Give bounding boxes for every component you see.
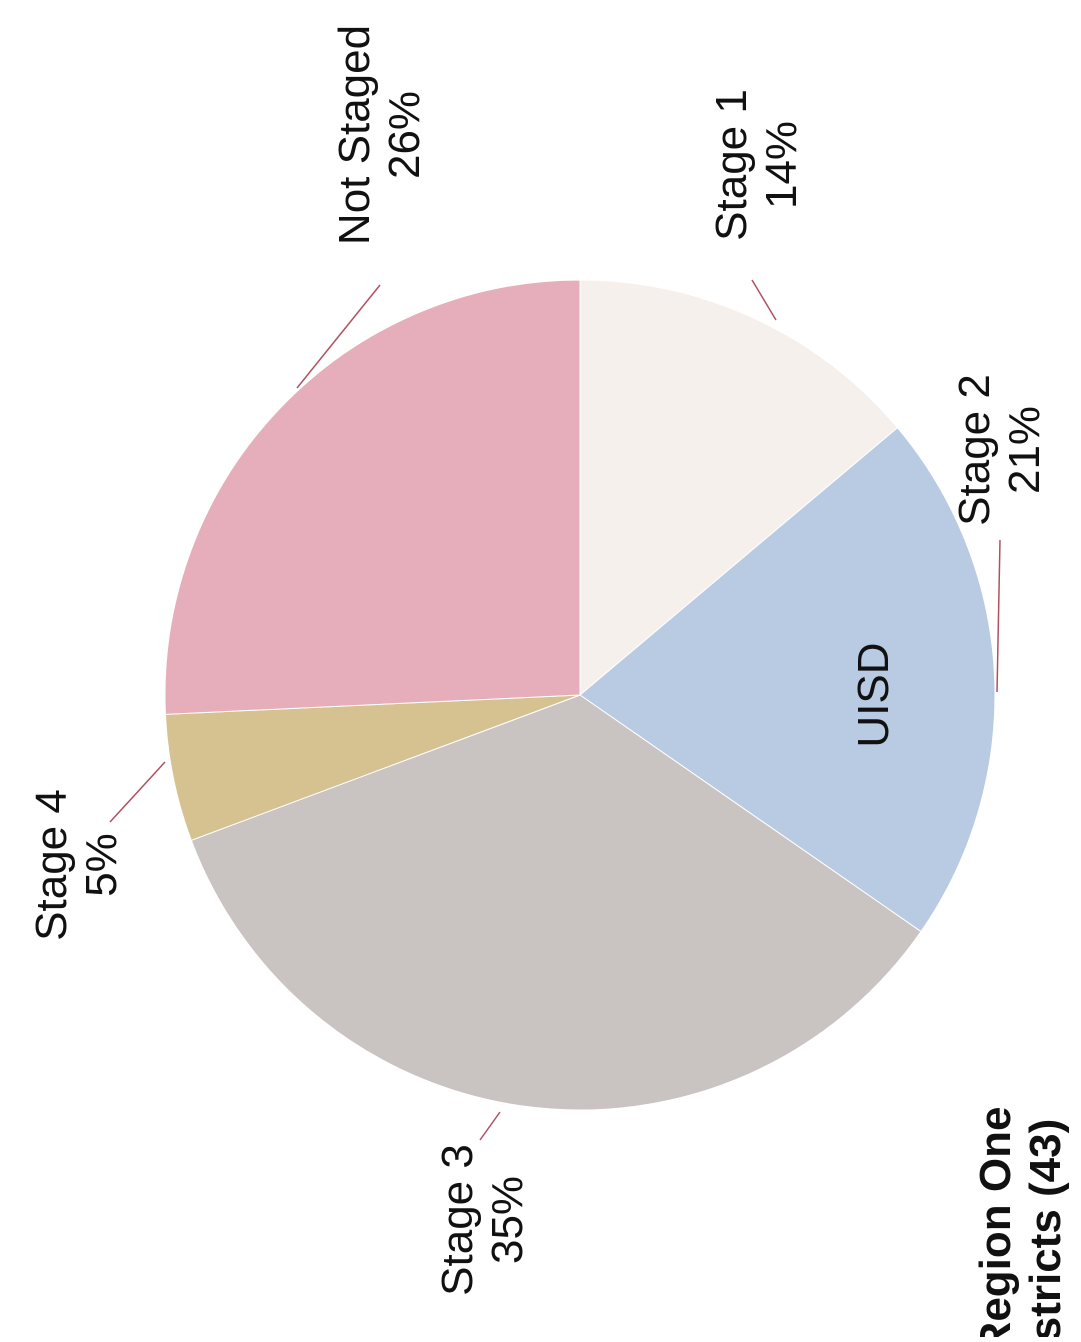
slice-value-stage-2: 21% xyxy=(1000,406,1049,494)
slices-layer xyxy=(164,279,996,1111)
slice-value-stage-4: 5% xyxy=(77,833,126,897)
pie-slice-stage-3 xyxy=(190,694,922,1111)
slice-label-stage-4: Stage 4 xyxy=(27,789,76,941)
slice-value-stage-3: 35% xyxy=(483,1176,532,1264)
slice-label-group-stage-4: Stage 4 5% xyxy=(27,789,126,941)
chart-title-line-1: Region One xyxy=(971,1107,1020,1337)
leaders-layer xyxy=(109,279,1001,1141)
leader-line-stage-4 xyxy=(109,761,166,823)
pie-slice-not-staged xyxy=(164,279,581,715)
slice-label-group-not-staged: Not Staged 26% xyxy=(330,25,429,245)
slice-label-group-stage-3: Stage 3 35% xyxy=(433,1144,532,1296)
leader-line-stage-2 xyxy=(996,539,1001,693)
center-label-group: UISD xyxy=(849,642,898,747)
slice-label-stage-1: Stage 1 xyxy=(707,89,756,241)
slice-label-stage-3: Stage 3 xyxy=(433,1144,482,1296)
chart-title-group: Region One stricts (43) xyxy=(971,1107,1070,1342)
pie-slice-stage-2 xyxy=(579,426,996,933)
leader-line-not-staged xyxy=(296,284,381,389)
chart-title-line-2: stricts (43) xyxy=(1021,1119,1070,1337)
leader-line-stage-3 xyxy=(479,1111,501,1141)
slice-value-not-staged: 26% xyxy=(380,91,429,179)
slice-value-stage-1: 14% xyxy=(757,121,806,209)
center-label: UISD xyxy=(849,642,898,747)
slice-label-group-stage-1: Stage 1 14% xyxy=(707,89,806,241)
slice-label-stage-2: Stage 2 xyxy=(950,374,999,526)
pie-slice-stage-1 xyxy=(579,279,899,697)
labels-layer: Stage 1 14% Stage 2 21% Stage 3 35% Stage 4 5% N… xyxy=(27,25,1070,1342)
slice-label-group-stage-2: Stage 2 21% xyxy=(950,374,1049,526)
slice-label-not-staged: Not Staged xyxy=(330,25,379,245)
leader-line-stage-1 xyxy=(751,279,777,321)
